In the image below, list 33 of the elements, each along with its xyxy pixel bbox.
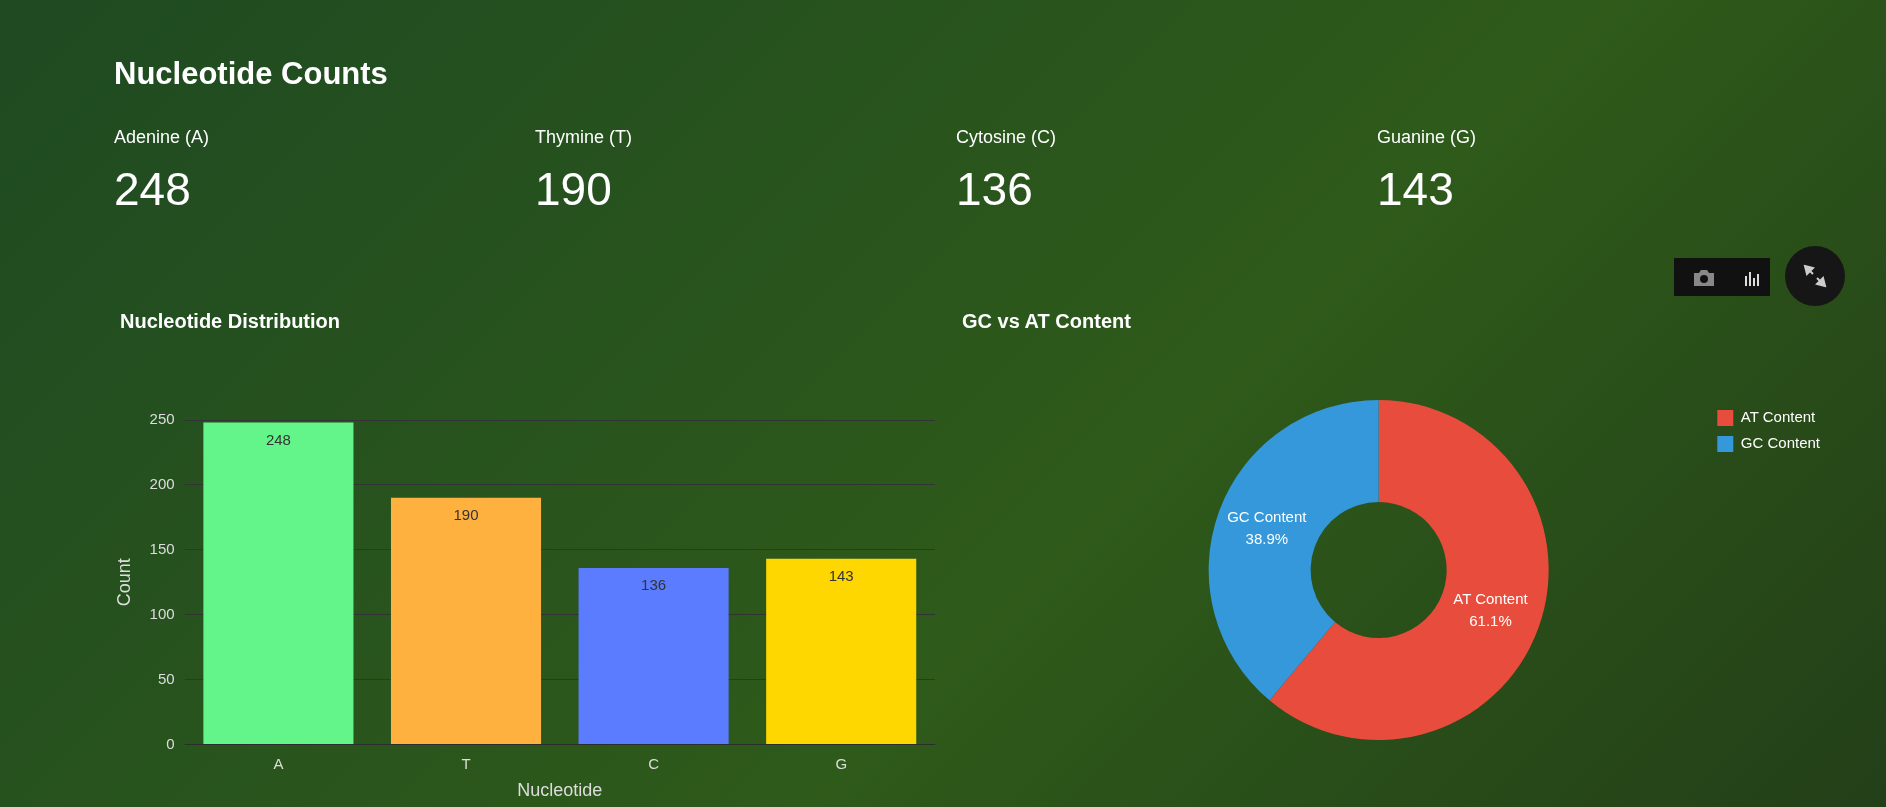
y-tick-label: 150 xyxy=(149,539,175,557)
y-tick-label: 100 xyxy=(149,604,175,622)
data-label: 248 xyxy=(265,430,291,448)
x-tick-label: G xyxy=(835,754,848,772)
legend-label: GC Content xyxy=(1740,434,1821,452)
x-axis-title: Nucleotide xyxy=(517,780,603,801)
category-label: Guanine (G) xyxy=(1377,127,1477,148)
y-tick-label: 0 xyxy=(166,734,175,752)
y-axis-title: Count xyxy=(113,558,134,607)
text: GC vs AT Content xyxy=(962,310,1131,333)
slice-label: GC Content xyxy=(1227,508,1308,526)
x-tick-label: A xyxy=(273,754,284,772)
data-label: 143 xyxy=(828,566,854,584)
category-label: Cytosine (C) xyxy=(956,127,1057,148)
data-label: 143 xyxy=(1377,162,1454,216)
chart-title: Nucleotide Distribution xyxy=(120,310,340,333)
data-label: 190 xyxy=(535,162,612,216)
slice-label: AT Content xyxy=(1453,589,1529,607)
legend-label: AT Content xyxy=(1740,408,1817,426)
data-label: 61.1% xyxy=(1469,611,1512,629)
data-label: 136 xyxy=(956,162,1033,216)
text: Nucleotide Counts xyxy=(114,56,388,92)
category-label: Adenine (A) xyxy=(114,127,210,148)
x-tick-label: T xyxy=(461,754,471,772)
data-label: 248 xyxy=(114,162,191,216)
y-tick-label: 250 xyxy=(149,410,175,428)
y-tick-label: 50 xyxy=(157,669,175,687)
data-label: 38.9% xyxy=(1245,530,1289,548)
y-tick-label: 200 xyxy=(149,475,175,493)
data-label: 190 xyxy=(453,506,479,523)
data-label: 136 xyxy=(641,576,667,594)
category-label: Thymine (T) xyxy=(535,127,633,148)
x-tick-label: C xyxy=(648,754,660,772)
